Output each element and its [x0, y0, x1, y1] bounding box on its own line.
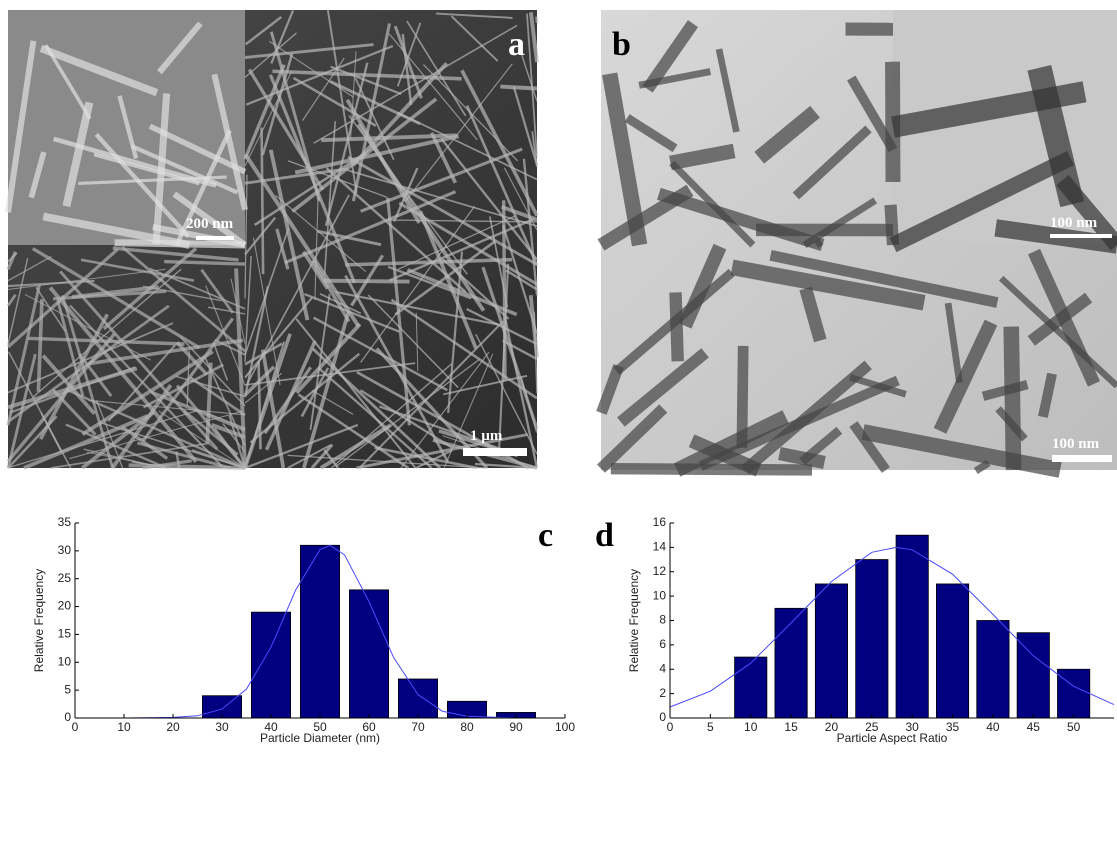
y-axis-label: Relative Frequency — [627, 569, 641, 672]
bar — [977, 621, 1009, 719]
bar — [1057, 669, 1089, 718]
y-tick-label: 16 — [653, 515, 667, 529]
x-tick-label: 10 — [744, 720, 758, 734]
scale-label: 1 µm — [470, 428, 503, 444]
y-tick-label: 8 — [659, 613, 666, 627]
y-tick-label: 4 — [659, 661, 666, 675]
x-tick-label: 5 — [707, 720, 714, 734]
scale-label: 100 nm — [1052, 436, 1100, 452]
y-tick-label: 0 — [659, 710, 666, 724]
figure: a 200 nm 1 µm b 100 nm 100 nm c051015202… — [0, 0, 1117, 864]
panel-label: b — [612, 26, 631, 63]
bar — [1017, 633, 1049, 718]
panel-label: d — [595, 517, 614, 554]
y-tick-label: 2 — [659, 686, 666, 700]
y-tick-label: 15 — [58, 627, 72, 641]
x-tick-label: 40 — [986, 720, 1000, 734]
chart: d024681012141605101520253035404550Partic… — [595, 515, 1114, 745]
y-tick-label: 14 — [653, 540, 667, 554]
scale-bar — [463, 448, 527, 456]
y-tick-label: 10 — [653, 588, 667, 602]
bar — [936, 584, 968, 718]
y-tick-label: 35 — [58, 515, 72, 529]
scale-bar — [1050, 234, 1112, 238]
bar — [815, 584, 847, 718]
x-tick-label: 15 — [784, 720, 798, 734]
x-tick-label: 90 — [509, 720, 523, 734]
bar — [856, 560, 888, 718]
y-axis-label: Relative Frequency — [32, 569, 46, 672]
y-tick-label: 5 — [64, 682, 71, 696]
y-tick-label: 12 — [653, 564, 667, 578]
fiber — [676, 292, 678, 361]
fiber — [611, 469, 812, 470]
fiber — [980, 464, 984, 470]
x-tick-label: 0 — [667, 720, 674, 734]
y-tick-label: 10 — [58, 654, 72, 668]
y-tick-label: 6 — [659, 637, 666, 651]
bar — [398, 679, 437, 718]
x-tick-label: 70 — [411, 720, 425, 734]
bar — [251, 612, 290, 718]
fiber — [262, 128, 264, 275]
panel-label: c — [538, 517, 553, 554]
scale-bar — [196, 236, 234, 240]
x-tick-label: 80 — [460, 720, 474, 734]
panel-label: a — [508, 26, 525, 63]
y-tick-label: 20 — [58, 599, 72, 613]
fiber — [1011, 327, 1013, 470]
x-axis-label: Particle Diameter (nm) — [260, 731, 380, 745]
scale-label: 100 nm — [1050, 215, 1098, 231]
x-axis-label: Particle Aspect Ratio — [837, 731, 948, 745]
x-tick-label: 35 — [946, 720, 960, 734]
x-tick-label: 45 — [1027, 720, 1041, 734]
y-tick-label: 30 — [58, 543, 72, 557]
bar — [349, 590, 388, 718]
scale-bar — [1052, 455, 1112, 462]
bar — [300, 545, 339, 718]
bar — [896, 535, 928, 718]
y-tick-label: 0 — [64, 710, 71, 724]
x-tick-label: 0 — [72, 720, 79, 734]
y-tick-label: 25 — [58, 571, 72, 585]
x-tick-label: 30 — [215, 720, 229, 734]
scale-label: 200 nm — [186, 216, 234, 232]
x-tick-label: 50 — [1067, 720, 1081, 734]
bar — [775, 608, 807, 718]
x-tick-label: 20 — [166, 720, 180, 734]
chart: c051015202530350102030405060708090100Par… — [32, 515, 575, 745]
x-tick-label: 10 — [117, 720, 131, 734]
x-tick-label: 100 — [555, 720, 575, 734]
bar — [735, 657, 767, 718]
